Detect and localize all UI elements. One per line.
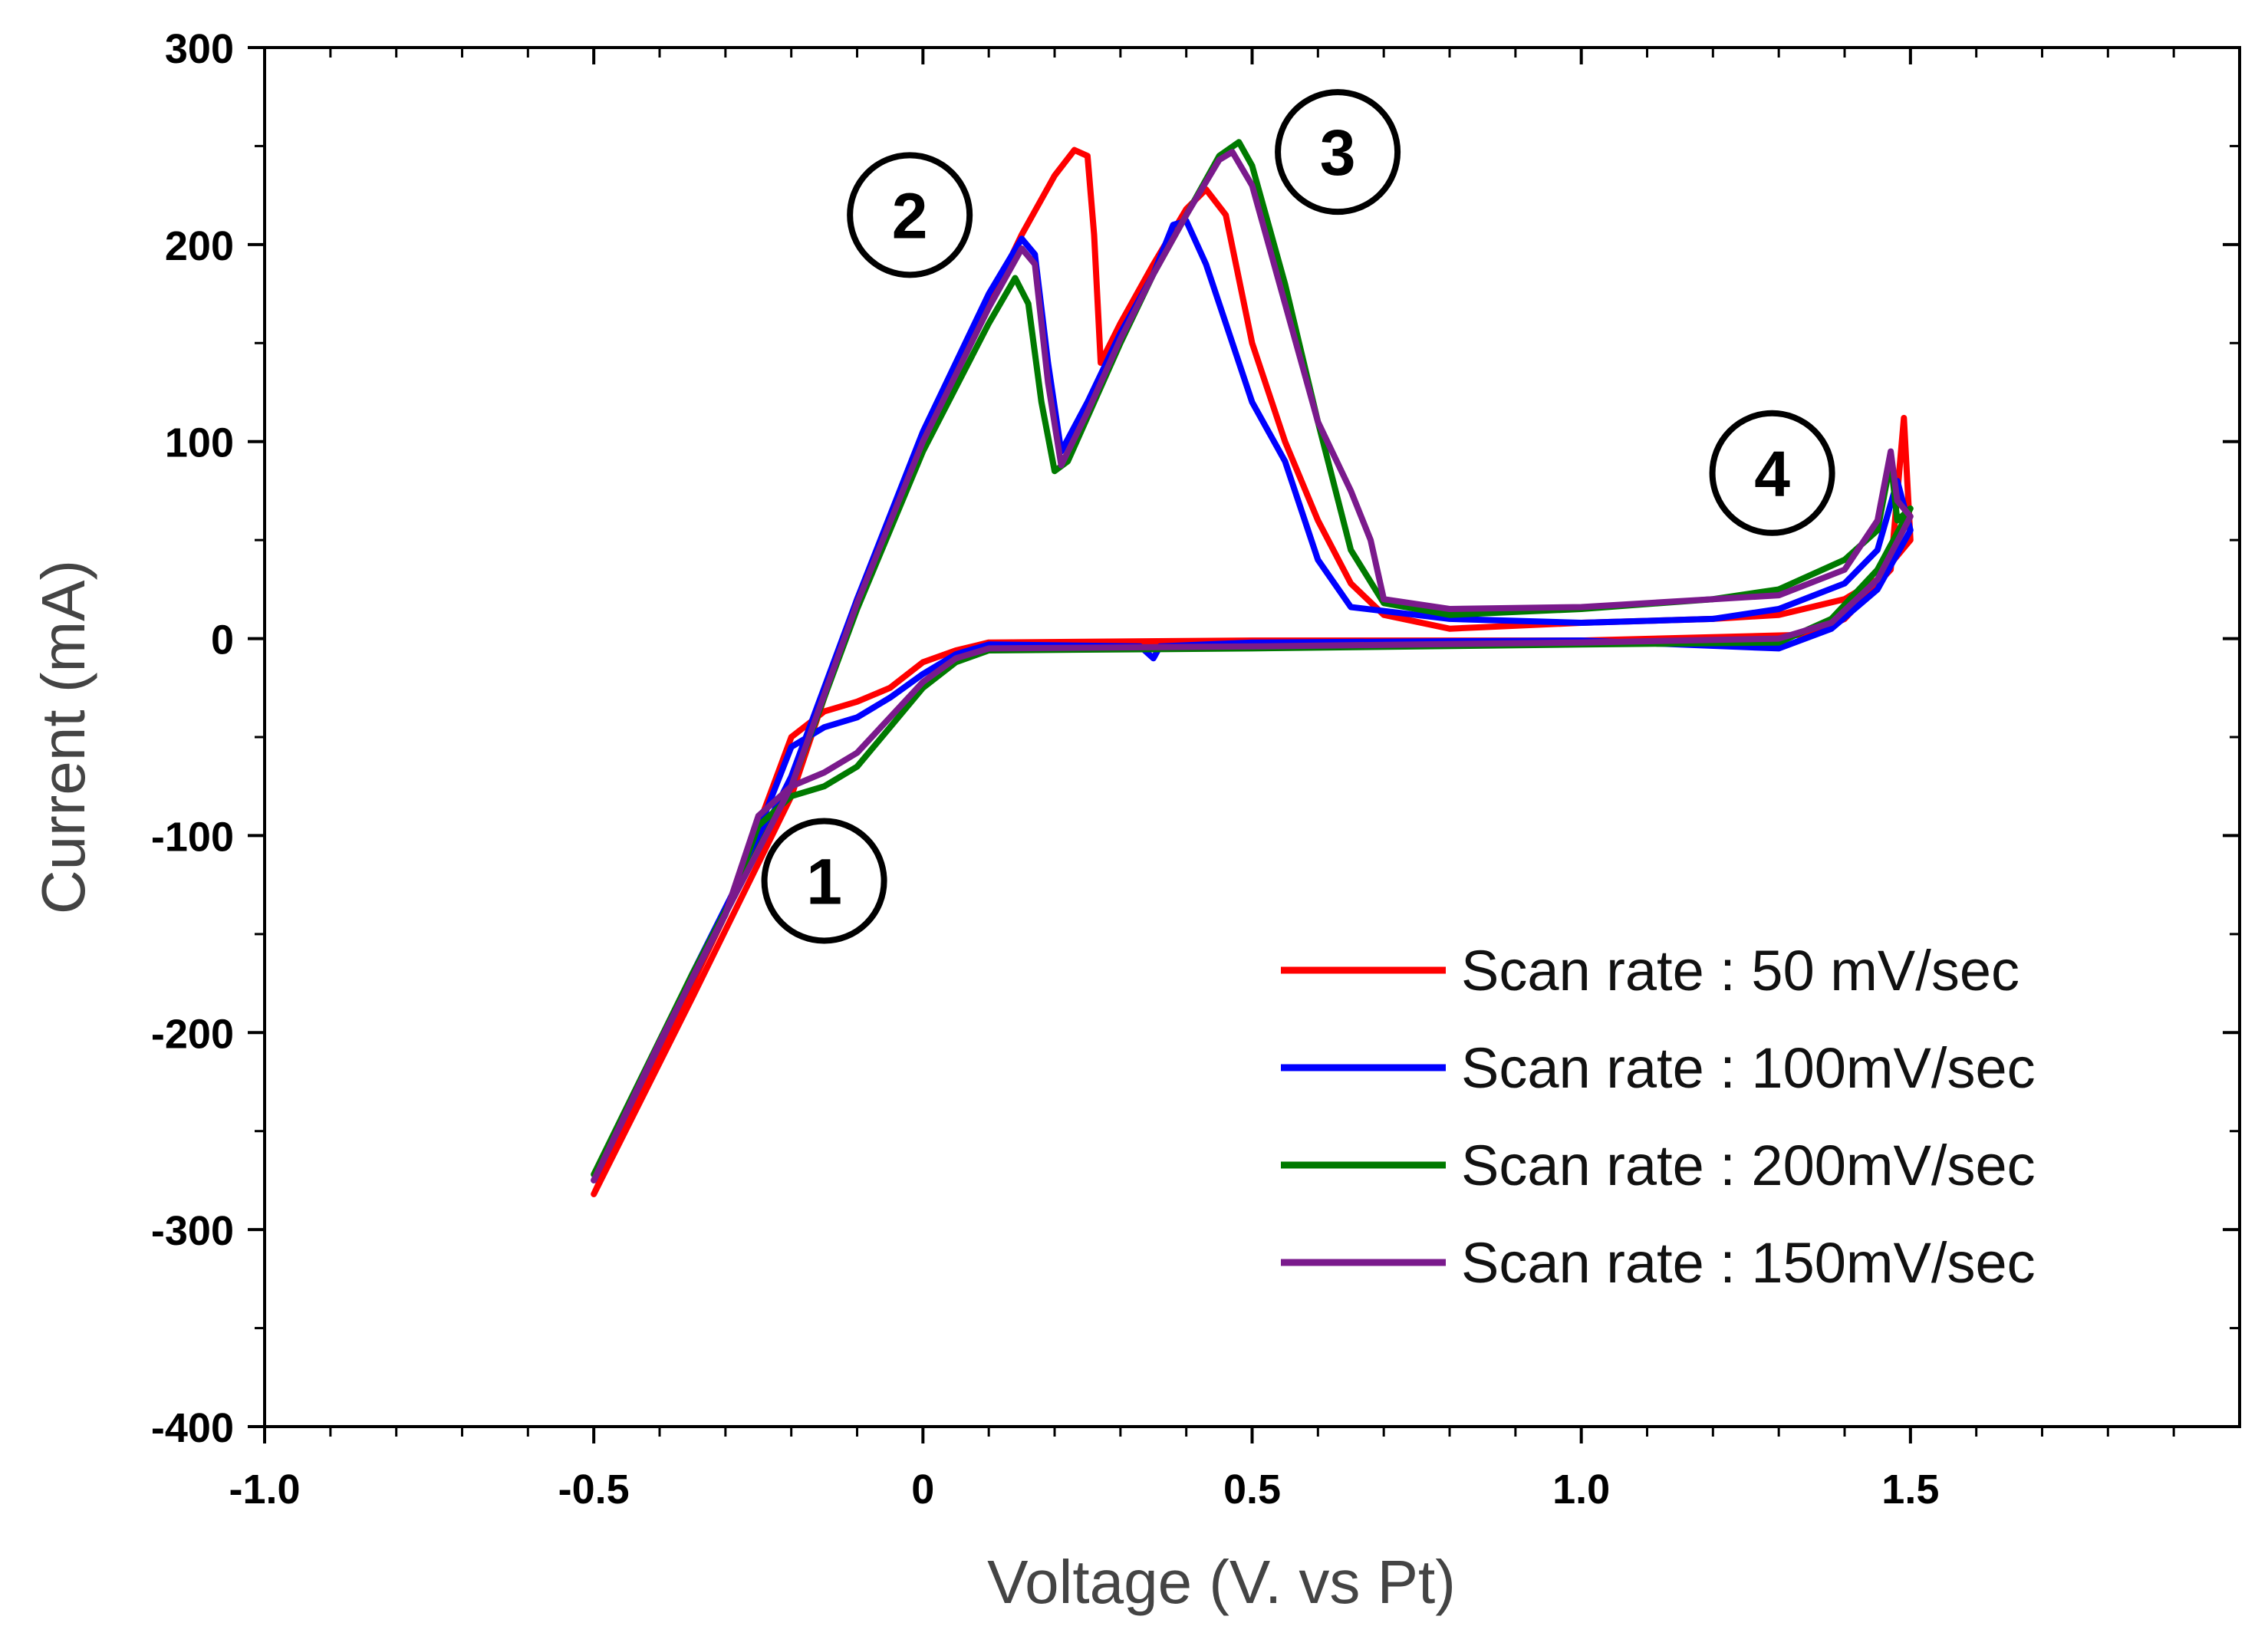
legend-label-1: Scan rate : 100mV/sec	[1461, 1036, 2036, 1100]
legend: Scan rate : 50 mV/sec Scan rate : 100mV/s…	[1281, 939, 2036, 1295]
legend-label-0: Scan rate : 50 mV/sec	[1461, 939, 2019, 1002]
annotation-circle-2	[847, 152, 973, 278]
axis-ticks	[248, 46, 2240, 1443]
y-tick-label: -100	[151, 814, 234, 860]
y-tick-label: 300	[165, 26, 234, 72]
series-line-0	[591, 146, 1914, 1197]
x-tick-label: 0.5	[1223, 1466, 1281, 1513]
y-tick-label: 200	[165, 223, 234, 269]
y-tick-label: 0	[211, 617, 234, 663]
y-axis-title: Current (mA)	[29, 560, 97, 914]
x-tick-label: -1.0	[229, 1466, 300, 1513]
y-tick-label: -300	[151, 1208, 234, 1254]
annotation-label-3: 3	[1320, 117, 1356, 189]
x-tick-label: -0.5	[558, 1466, 630, 1513]
annotation-circle-4	[1709, 410, 1835, 536]
legend-label-3: Scan rate : 150mV/sec	[1461, 1231, 2036, 1295]
y-tick-label: -400	[151, 1405, 234, 1451]
annotation-label-4: 4	[1754, 438, 1790, 510]
x-tick-label: 1.5	[1881, 1466, 1939, 1513]
y-tick-labels: 300 200 100 0 -100 -200 -300 -400	[151, 26, 234, 1451]
annotation-label-1: 1	[806, 846, 842, 918]
plot-frame	[263, 46, 2241, 1428]
annotation-circle-3	[1275, 89, 1401, 216]
x-axis-title: Voltage (V. vs Pt)	[987, 1548, 1456, 1616]
y-tick-label: -200	[151, 1011, 234, 1057]
legend-label-2: Scan rate : 200mV/sec	[1461, 1134, 2036, 1197]
y-tick-label: 100	[165, 420, 234, 466]
peak-annotations: 1 2 3 4	[761, 89, 1835, 944]
annotation-circle-1	[761, 818, 887, 944]
series-line-3	[591, 149, 1914, 1183]
annotation-label-2: 2	[892, 179, 928, 252]
x-tick-label: 0	[911, 1466, 934, 1513]
data-series	[591, 139, 1914, 1197]
x-tick-labels: -1.0 -0.5 0 0.5 1.0 1.5	[229, 1466, 1939, 1513]
x-tick-label: 1.0	[1552, 1466, 1610, 1513]
